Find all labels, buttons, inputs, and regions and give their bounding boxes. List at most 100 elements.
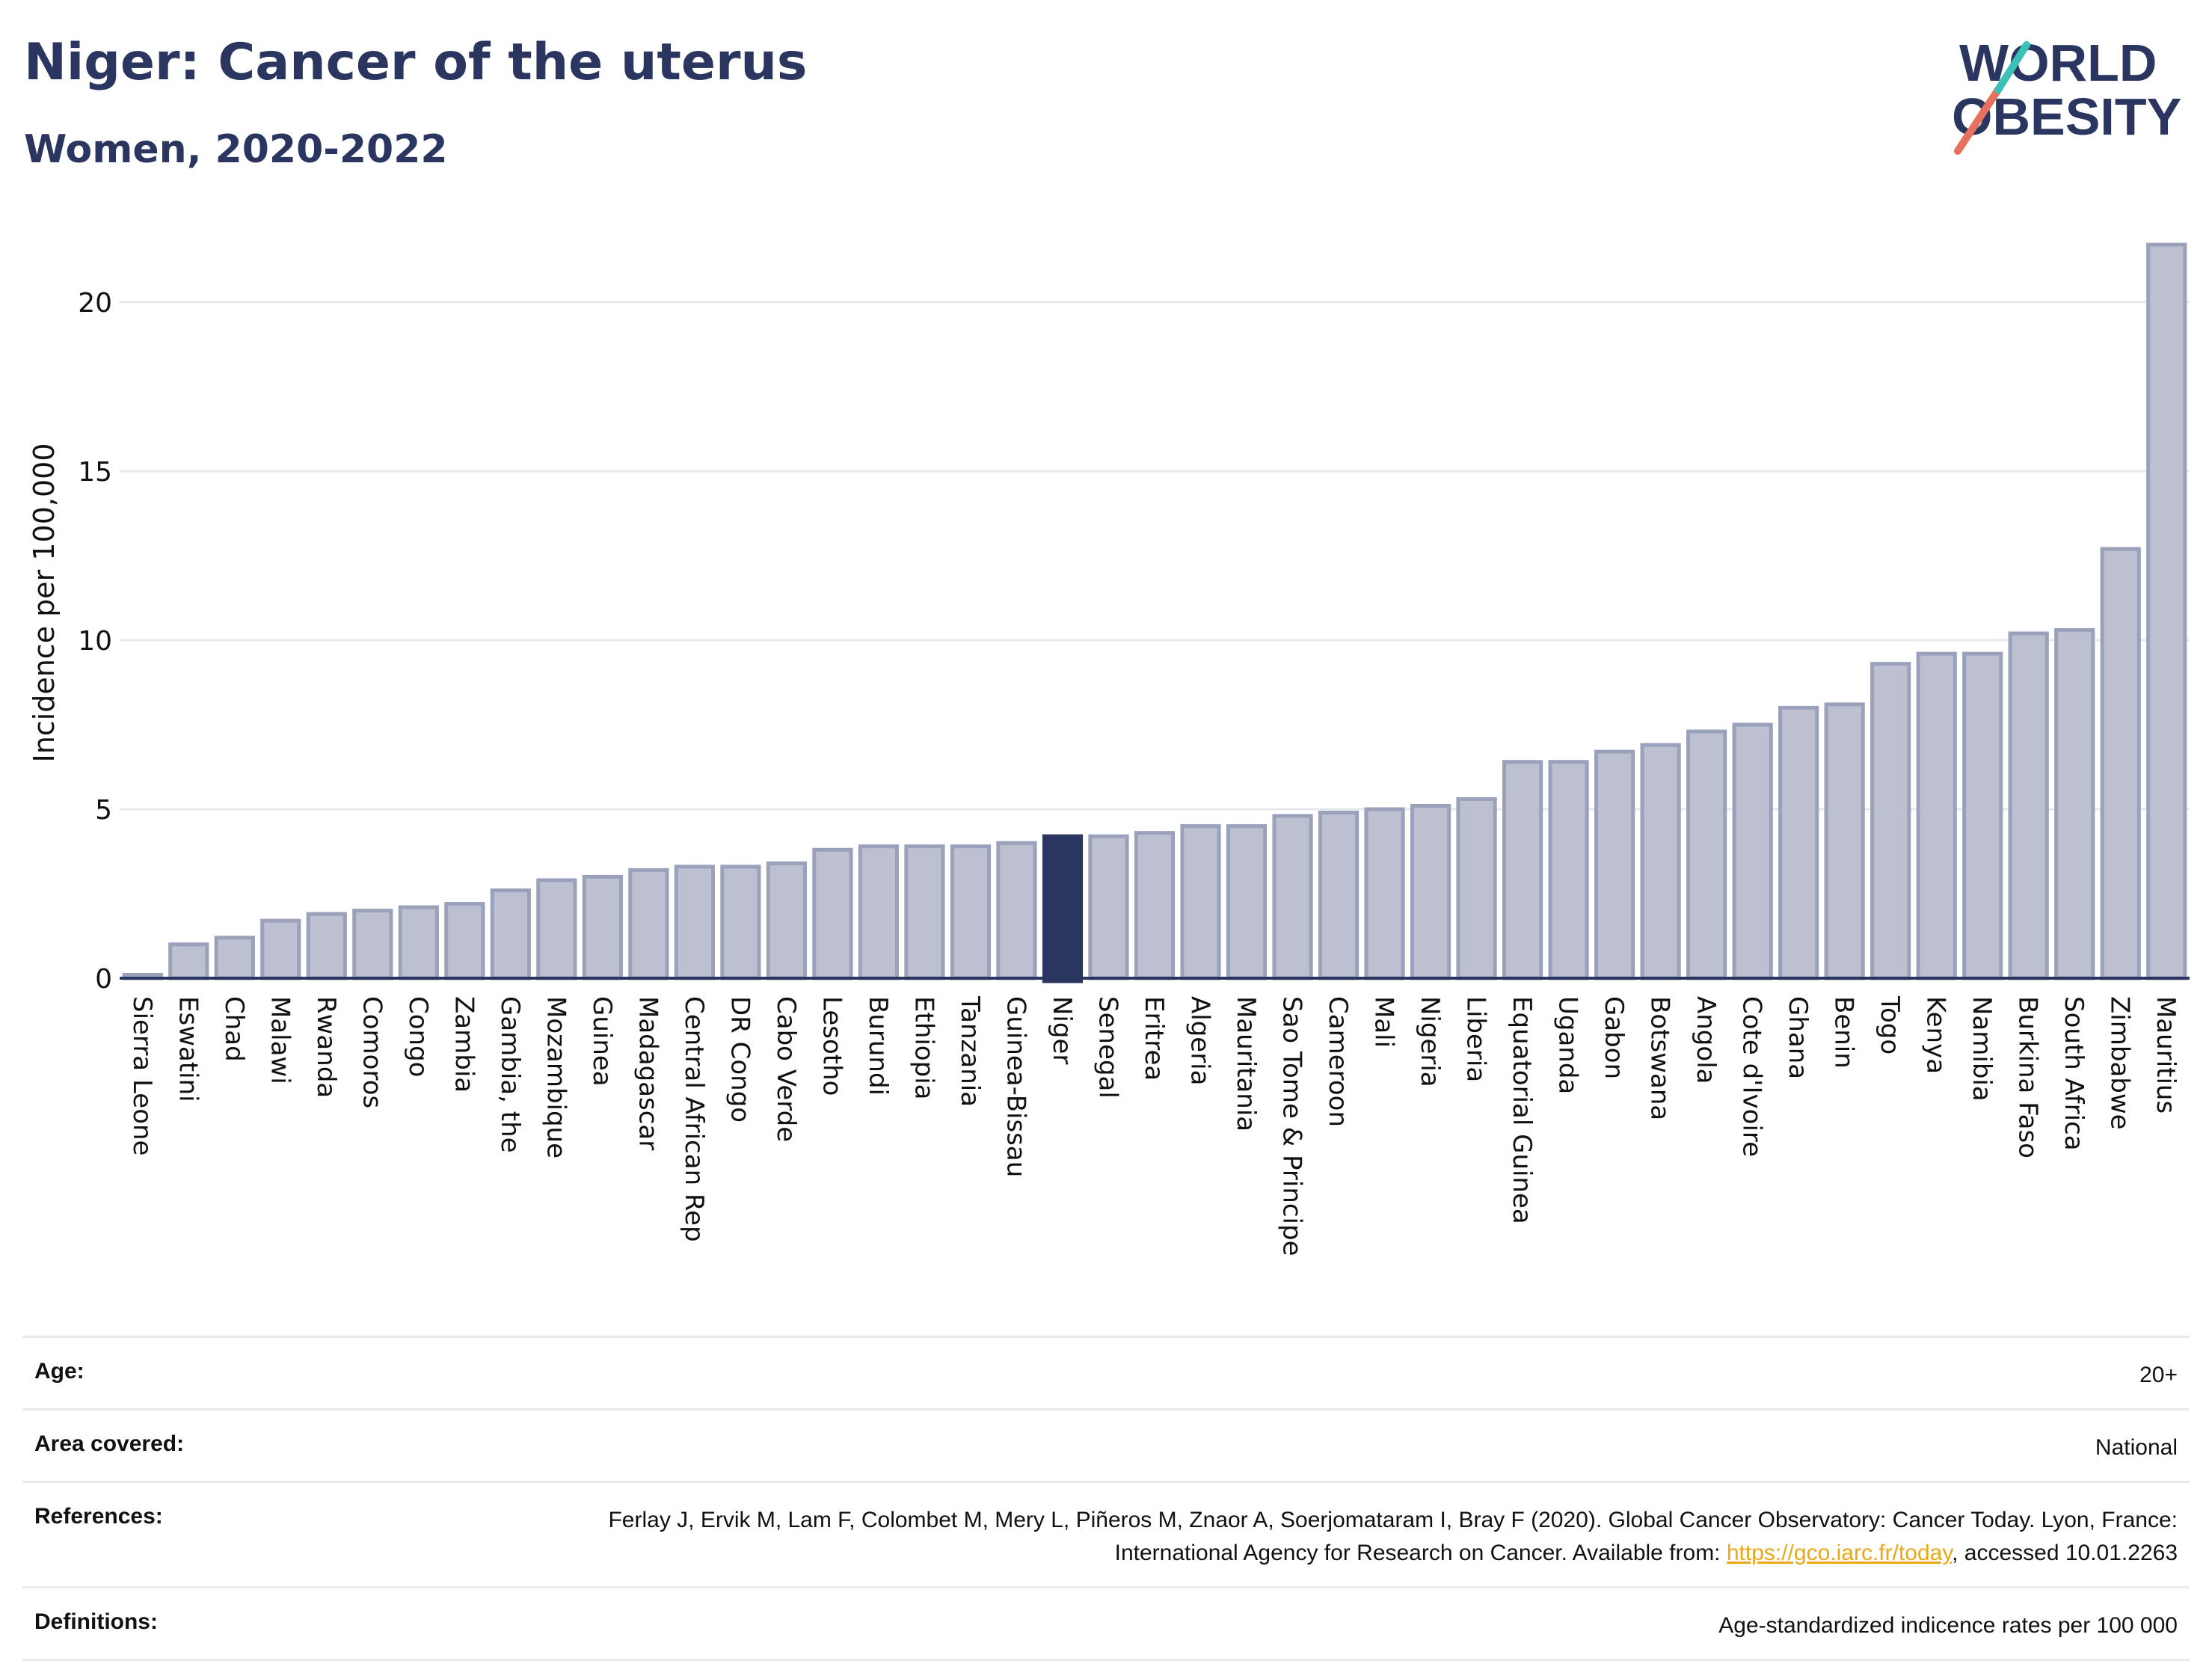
x-tick-label: Ethiopia: [909, 996, 938, 1099]
x-tick-label: Chad: [219, 996, 249, 1062]
x-tick-label: Mauritius: [2151, 996, 2181, 1114]
bar-zambia: [444, 902, 485, 980]
x-tick-label: Guinea: [587, 996, 617, 1087]
bar-ghana: [1778, 705, 1819, 980]
bar-namibia: [1962, 651, 2003, 980]
bar-equatorial-guinea: [1502, 760, 1543, 980]
bar-chart: 0 5 10 15 20 Sierra Leone Eswatini Chad Malawi R…: [28, 242, 2190, 1256]
x-tick-label: Namibia: [1967, 996, 1997, 1102]
x-tick-label: Madagascar: [633, 996, 663, 1150]
bar-eritrea: [1134, 831, 1176, 980]
x-tick-label: Eritrea: [1139, 996, 1169, 1081]
bar-chad: [214, 936, 255, 980]
x-tick-label: Togo: [1875, 995, 1905, 1054]
x-tick-label: Malawi: [265, 996, 295, 1084]
bar-zimbabwe: [2100, 547, 2141, 980]
bar-togo: [1870, 662, 1911, 980]
x-tick-label: Liberia: [1461, 996, 1491, 1082]
bar-burkina-faso: [2008, 631, 2049, 980]
y-axis-label: Incidence per 100,000: [28, 443, 61, 762]
y-axis-ticks: 0 5 10 15 20: [78, 288, 112, 995]
area-label: Area covered:: [34, 1431, 185, 1456]
x-tick-label: Gabon: [1599, 996, 1629, 1079]
x-tick-label: Cabo Verde: [771, 996, 801, 1142]
x-tick-label: Botswana: [1645, 996, 1675, 1120]
bar-mauritius: [2146, 242, 2187, 980]
x-tick-label: Burkina Faso: [2013, 996, 2043, 1158]
area-value: National: [2095, 1435, 2178, 1460]
bar-central-african-rep: [674, 865, 715, 980]
x-tick-label: Central African Rep: [679, 996, 709, 1242]
bar-madagascar: [628, 868, 669, 980]
bar-mauritania: [1226, 824, 1268, 980]
x-tick-label: Congo: [403, 996, 433, 1077]
meta-row-age: Age: 20+: [22, 1336, 2190, 1408]
x-tick-label: DR Congo: [725, 996, 755, 1123]
logo-slash-teal: [1994, 41, 2030, 93]
x-tick-label: Burundi: [863, 996, 893, 1096]
meta-row-area: Area covered: National: [22, 1408, 2190, 1481]
bar-tanzania: [950, 844, 992, 980]
x-tick-label: Eswatini: [173, 996, 203, 1102]
bar-dr-congo: [720, 865, 761, 980]
x-tick-label: Mali: [1369, 996, 1399, 1048]
bar-cote-d-ivoire: [1732, 722, 1773, 980]
chart-title: Niger: Cancer of the uterus: [24, 33, 808, 92]
meta-row-definitions: Definitions: Age-standardized indicence …: [22, 1586, 2190, 1661]
x-tick-label: Senegal: [1093, 996, 1122, 1099]
y-tick-label: 20: [78, 288, 112, 319]
age-label: Age:: [34, 1359, 85, 1384]
x-tick-label: Sao Tome & Principe: [1277, 996, 1307, 1256]
bar-gabon: [1594, 749, 1635, 980]
x-tick-label: Sierra Leone: [127, 996, 157, 1155]
x-axis-labels: Sierra Leone Eswatini Chad Malawi Rwanda Como…: [127, 995, 2181, 1256]
bar-comoros: [352, 909, 393, 980]
bar-guinea-bissau: [996, 841, 1037, 980]
x-tick-label: Ghana: [1783, 996, 1813, 1079]
x-tick-label: Cameroon: [1323, 996, 1353, 1127]
x-tick-label: Kenya: [1921, 996, 1951, 1074]
bar-uganda: [1548, 760, 1589, 980]
y-tick-label: 10: [78, 626, 112, 657]
meta-row-references: References: Ferlay J, Ervik M, Lam F, Co…: [22, 1481, 2190, 1586]
bar-congo: [398, 905, 439, 980]
bar-lesotho: [812, 847, 853, 980]
references-label: References:: [34, 1504, 163, 1529]
bar-malawi: [260, 918, 301, 980]
bar-benin: [1824, 702, 1865, 980]
bar-sao-tome-principe: [1272, 814, 1313, 980]
x-tick-label: Angola: [1691, 996, 1721, 1084]
x-tick-label: Uganda: [1553, 996, 1583, 1094]
bar-cabo-verde: [766, 861, 808, 980]
bar-south-africa: [2054, 627, 2095, 980]
y-tick-label: 5: [95, 795, 112, 826]
x-tick-label: Comoros: [357, 996, 387, 1108]
references-link[interactable]: https://gco.iarc.fr/today: [1726, 1541, 1953, 1565]
x-tick-label: Zimbabwe: [2105, 996, 2135, 1130]
bar-senegal: [1088, 834, 1129, 980]
y-tick-label: 15: [78, 457, 112, 488]
x-tick-label: Tanzania: [955, 995, 985, 1107]
bar-botswana: [1640, 743, 1681, 980]
x-tick-label: South Africa: [2059, 996, 2089, 1151]
bar-guinea: [582, 874, 623, 980]
bar-mozambique: [536, 878, 577, 980]
world-obesity-logo: WORLD OBESITY: [1952, 34, 2181, 155]
x-tick-label: Equatorial Guinea: [1507, 996, 1537, 1224]
x-tick-label: Algeria: [1185, 996, 1215, 1085]
x-tick-label: Guinea-Bissau: [1001, 996, 1030, 1177]
bar-ethiopia: [904, 844, 945, 980]
references-accessed: , accessed 10.01.2263: [1952, 1541, 2178, 1565]
x-tick-label: Mauritania: [1231, 996, 1261, 1132]
definitions-value: Age-standardized indicence rates per 100…: [1718, 1613, 2178, 1638]
bar-cameroon: [1318, 811, 1360, 980]
x-tick-label: Nigeria: [1415, 996, 1445, 1087]
logo-slash-red: [1954, 86, 2002, 155]
logo-text-world: WORLD: [1959, 34, 2157, 92]
x-tick-label: Benin: [1829, 996, 1859, 1069]
bars: [122, 242, 2187, 983]
references-value: Ferlay J, Ervik M, Lam F, Colombet M, Me…: [607, 1504, 2178, 1570]
bar-nigeria: [1410, 803, 1451, 980]
references-text: Ferlay J, Ervik M, Lam F, Colombet M, Me…: [608, 1508, 2178, 1565]
bar-mali: [1364, 807, 1405, 980]
